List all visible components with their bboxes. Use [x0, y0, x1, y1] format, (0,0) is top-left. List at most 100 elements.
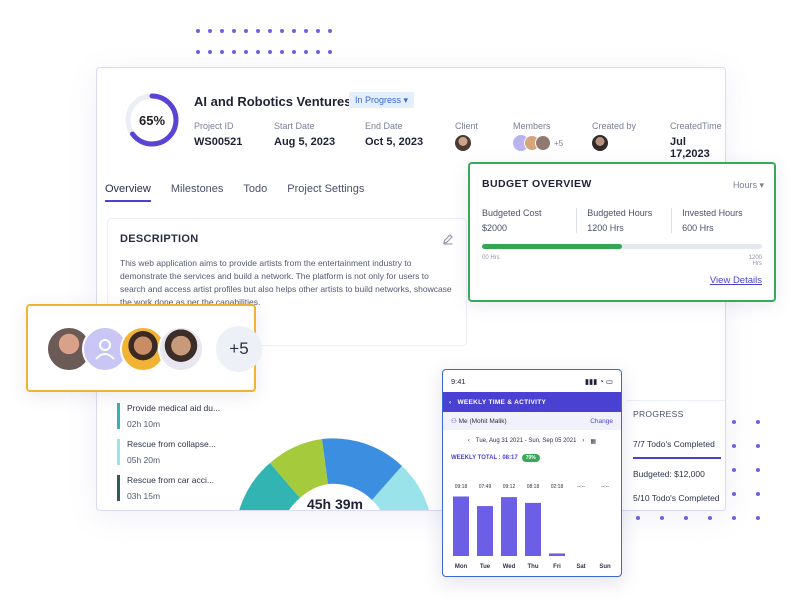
meta-client: Client: [455, 121, 478, 156]
project-title: AI and Robotics Ventures: [194, 94, 352, 109]
date-range-label: Tue, Aug 31 2021 - Sun, Sep 05 2021: [475, 438, 577, 444]
user-name: Me (Mohit Malik): [458, 418, 507, 425]
mobile-weekly-activity: 9:41 ▮▮▮ ◔ ▭ ‹ WEEKLY TIME & ACTIVITY ⚇ …: [442, 369, 622, 577]
task-list: Provide medical aid du... 02h 10m Rescue …: [117, 403, 237, 510]
member-avatar[interactable]: [158, 326, 204, 372]
calendar-icon[interactable]: ▦: [590, 439, 597, 445]
tab-todo[interactable]: Todo: [243, 183, 268, 195]
weekly-bar[interactable]: [477, 506, 493, 556]
progress-max-label: 1200 Hrs: [749, 255, 762, 267]
meta-value: Jul 17,2023: [670, 136, 710, 160]
meta-label: End Date: [365, 121, 403, 131]
meta-label: Start Date: [274, 121, 315, 131]
creator-avatar[interactable]: [592, 135, 608, 151]
meta-start-date: Start Date Aug 5, 2023: [274, 121, 335, 148]
task-name: Provide medical aid du...: [127, 403, 221, 413]
phone-header-title: WEEKLY TIME & ACTIVITY: [457, 398, 547, 406]
weekly-percent-badge: 70%: [521, 454, 540, 462]
description-title: DESCRIPTION: [120, 233, 199, 245]
members-more-count[interactable]: +5: [554, 138, 564, 148]
chevron-down-icon: ▾: [403, 95, 409, 105]
dot-pattern-top: [196, 29, 340, 54]
client-avatar[interactable]: [455, 135, 471, 151]
donut-segment: [372, 466, 429, 510]
bar-value-label: 07:49: [479, 484, 492, 490]
weekly-bar[interactable]: [549, 553, 565, 556]
phone-header: ‹ WEEKLY TIME & ACTIVITY: [443, 392, 621, 412]
next-week-icon[interactable]: ›: [582, 438, 585, 444]
tab-milestones[interactable]: Milestones: [170, 183, 224, 195]
task-time: 03h 15m: [127, 491, 161, 501]
meta-label: Client: [455, 121, 479, 131]
bar-value-label: --:--: [601, 484, 609, 490]
bar-value-label: 09:18: [455, 484, 468, 490]
date-range: ‹ Tue, Aug 31 2021 - Sun, Sep 05 2021 › …: [443, 438, 621, 445]
stat-label: Budgeted Cost: [482, 208, 542, 218]
tab-project-settings[interactable]: Project Settings: [287, 183, 365, 195]
prev-week-icon[interactable]: ‹: [467, 438, 470, 444]
meta-created-by: Created by: [592, 121, 636, 156]
back-arrow-icon[interactable]: ‹: [449, 398, 452, 406]
todo-progress: 5/10 Todo's Completed: [633, 493, 720, 503]
more-members-badge[interactable]: +5: [216, 326, 262, 372]
meta-value: Oct 5, 2023: [365, 136, 424, 148]
weekly-total-label: WEEKLY TOTAL : 08:17: [451, 455, 518, 461]
weekly-bar-chart: 09:18 Mon 07:49 Tue 09:12 Wed 08:18 Thu 02:18 Fri…: [453, 484, 611, 570]
budget-stats: Budgeted Cost $2000 Budgeted Hours 1200 …: [482, 208, 762, 233]
change-user-link[interactable]: Change: [590, 417, 613, 425]
time-donut-chart: [239, 438, 429, 510]
task-color-bar: [117, 475, 120, 501]
weekly-bar[interactable]: [525, 502, 541, 556]
bar-value-label: 02:18: [551, 484, 564, 490]
budget-overview-card: BUDGET OVERVIEW Hours ▾ Budgeted Cost $2…: [468, 162, 776, 302]
status-label: In Progress: [355, 95, 402, 105]
task-time: 05h 20m: [127, 455, 161, 465]
meta-project-id: Project ID WS00521: [194, 121, 242, 148]
task-item[interactable]: Rescue from car acci... 03h 15m: [117, 475, 237, 501]
members-card: +5: [26, 304, 262, 392]
hours-progress-fill: [482, 244, 622, 249]
progress-divider: [633, 457, 721, 459]
stat-value: $2000: [482, 223, 508, 233]
bar-value-label: 08:18: [527, 484, 540, 490]
hours-progress-bar: [482, 244, 762, 249]
task-color-bar: [117, 439, 120, 465]
budget-unit-dropdown[interactable]: Hours ▾: [733, 180, 764, 191]
progress-percent: 65%: [138, 112, 166, 128]
chevron-down-icon: ▾: [759, 180, 764, 190]
donut-segment: [239, 463, 300, 510]
tab-overview[interactable]: Overview: [105, 183, 151, 202]
stat-label: Invested Hours: [682, 208, 743, 218]
day-label: Tue: [480, 564, 491, 570]
meta-members: Members +5: [513, 121, 563, 151]
task-item[interactable]: Provide medical aid du... 02h 10m: [117, 403, 237, 429]
view-details-link[interactable]: View Details: [709, 275, 762, 286]
user-placeholder-icon: [95, 339, 115, 360]
donut-segment: [322, 438, 402, 500]
phone-time: 9:41: [451, 376, 466, 386]
progress-title: PROGRESS: [633, 409, 684, 419]
meta-end-date: End Date Oct 5, 2023: [365, 121, 423, 148]
meta-value: Aug 5, 2023: [274, 136, 336, 148]
day-label: Wed: [503, 564, 516, 570]
task-time: 02h 10m: [127, 419, 161, 429]
status-dropdown[interactable]: In Progress ▾: [349, 92, 415, 108]
stat-value: 1200 Hrs: [587, 223, 624, 233]
meta-label: Members: [513, 121, 551, 131]
edit-icon[interactable]: [442, 233, 454, 245]
task-item[interactable]: Rescue from collapse... 05h 20m: [117, 439, 237, 465]
user-selector: ⚇ Me (Mohit Malik) Change: [443, 412, 621, 430]
weekly-bar[interactable]: [501, 497, 517, 556]
max-unit: Hrs: [752, 261, 762, 267]
donut-total: 45h 39m: [306, 496, 364, 511]
weekly-bar[interactable]: [453, 496, 469, 556]
stat-label: Budgeted Hours: [587, 208, 653, 218]
max-value: 1200: [748, 255, 762, 261]
member-avatar[interactable]: [535, 135, 551, 151]
meta-label: CreatedTime: [670, 121, 722, 131]
user-icon: ⚇: [451, 418, 457, 425]
description-text: This web application aims to provide art…: [120, 258, 452, 307]
todo-progress: 7/7 Todo's Completed: [633, 439, 715, 449]
budget-stat: Budgeted Cost $2000: [482, 208, 572, 233]
progress-min-label: 00 Hrs: [482, 255, 500, 261]
